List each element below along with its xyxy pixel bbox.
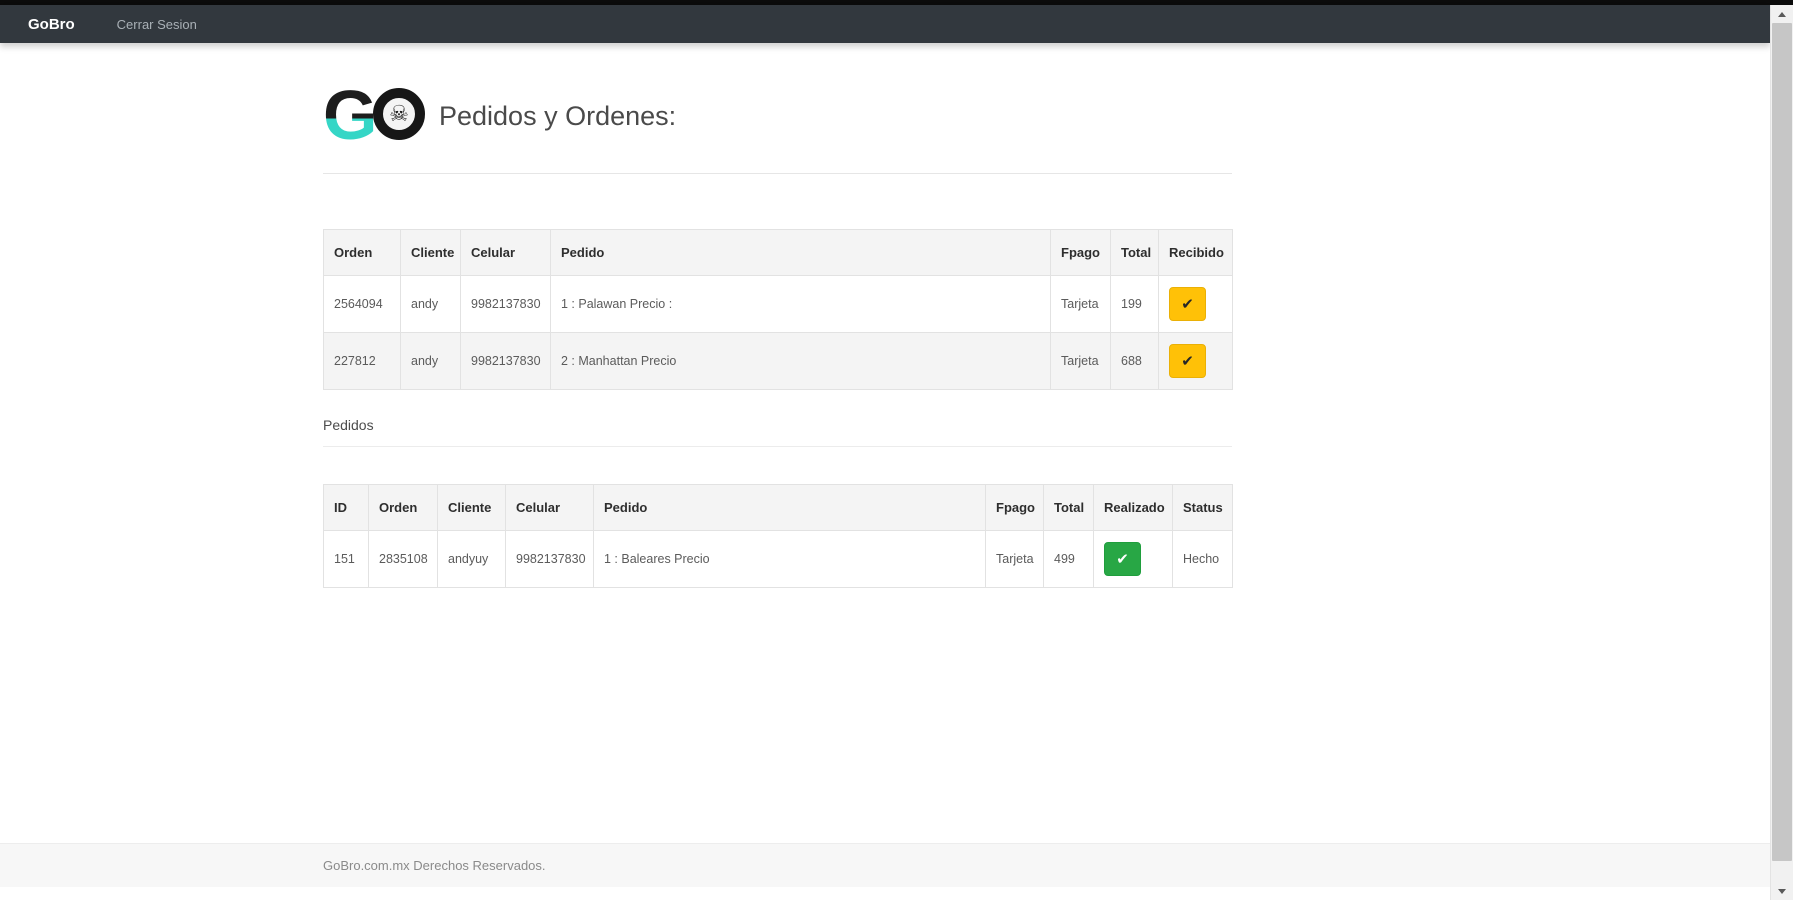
- cell-celular: 9982137830: [505, 530, 594, 588]
- vertical-scrollbar[interactable]: [1770, 5, 1793, 900]
- order-row: 2564094 andy 9982137830 1 : Palawan Prec…: [323, 275, 1233, 333]
- cell-orden: 227812: [323, 332, 401, 390]
- footer-copyright-text: GoBro.com.mx Derechos Reservados.: [323, 858, 546, 873]
- cell-cliente: andyuy: [437, 530, 506, 588]
- cell-fpago: Tarjeta: [1050, 332, 1111, 390]
- cell-total: 199: [1110, 275, 1159, 333]
- col-header-pedido: Pedido: [550, 229, 1051, 276]
- mark-received-button[interactable]: ✔: [1169, 344, 1206, 378]
- logo-g-top-half: G: [323, 76, 378, 154]
- col-header-status: Status: [1172, 484, 1233, 531]
- col-header-celular: Celular: [505, 484, 594, 531]
- skull-icon: ☠: [389, 101, 409, 126]
- orders-header-row: Orden Cliente Celular Pedido Fpago Total…: [323, 229, 1233, 276]
- orders-table: Orden Cliente Celular Pedido Fpago Total…: [323, 229, 1233, 390]
- logout-link[interactable]: Cerrar Sesion: [116, 16, 197, 32]
- cell-id: 151: [323, 530, 369, 588]
- cell-realizado: ✔: [1093, 530, 1173, 588]
- col-header-cliente: Cliente: [437, 484, 506, 531]
- col-header-celular: Celular: [460, 229, 551, 276]
- logo-letter-g: G G: [323, 85, 379, 147]
- logo-g-bottom-half: G: [323, 76, 378, 154]
- cell-orden: 2564094: [323, 275, 401, 333]
- cell-fpago: Tarjeta: [985, 530, 1044, 588]
- cell-pedido: 2 : Manhattan Precio: [550, 332, 1051, 390]
- col-header-total: Total: [1110, 229, 1159, 276]
- footer: GoBro.com.mx Derechos Reservados.: [0, 843, 1770, 887]
- pedido-row: 151 2835108 andyuy 9982137830 1 : Balear…: [323, 530, 1233, 588]
- top-edge-strip: [0, 0, 1793, 5]
- cell-total: 688: [1110, 332, 1159, 390]
- arrow-up-icon: [1778, 11, 1786, 17]
- scrollbar-up-button[interactable]: [1771, 5, 1793, 23]
- cell-pedido: 1 : Baleares Precio: [593, 530, 986, 588]
- cell-cliente: andy: [400, 275, 461, 333]
- cell-fpago: Tarjeta: [1050, 275, 1111, 333]
- gobro-logo: G G ☠: [323, 85, 425, 147]
- scrollbar-thumb[interactable]: [1772, 23, 1792, 861]
- scrollbar-down-button[interactable]: [1771, 882, 1793, 900]
- cell-status: Hecho: [1172, 530, 1233, 588]
- cell-recibido: ✔: [1158, 275, 1233, 333]
- cell-celular: 9982137830: [460, 332, 551, 390]
- arrow-down-icon: [1778, 888, 1786, 894]
- mark-received-button[interactable]: ✔: [1169, 287, 1206, 321]
- check-icon: ✔: [1116, 551, 1129, 568]
- col-header-orden: Orden: [368, 484, 438, 531]
- col-header-id: ID: [323, 484, 369, 531]
- cell-pedido: 1 : Palawan Precio :: [550, 275, 1051, 333]
- main-content: G G ☠ Pedidos y Ordenes: Orden Cliente C…: [323, 42, 1233, 588]
- cell-cliente: andy: [400, 332, 461, 390]
- pedidos-header-row: ID Orden Cliente Celular Pedido Fpago To…: [323, 484, 1233, 531]
- page-title: Pedidos y Ordenes:: [439, 100, 677, 131]
- col-header-fpago: Fpago: [1050, 229, 1111, 276]
- col-header-recibido: Recibido: [1158, 229, 1233, 276]
- cell-recibido: ✔: [1158, 332, 1233, 390]
- order-row: 227812 andy 9982137830 2 : Manhattan Pre…: [323, 332, 1233, 390]
- pedidos-divider: [323, 446, 1232, 447]
- pedidos-section-label: Pedidos: [323, 417, 374, 433]
- header-divider: [323, 173, 1232, 174]
- col-header-pedido: Pedido: [593, 484, 986, 531]
- cell-total: 499: [1043, 530, 1094, 588]
- col-header-orden: Orden: [323, 229, 401, 276]
- page-header: G G ☠ Pedidos y Ordenes:: [323, 85, 1232, 147]
- col-header-cliente: Cliente: [400, 229, 461, 276]
- logo-ring-o: ☠: [373, 88, 425, 140]
- col-header-total: Total: [1043, 484, 1094, 531]
- mark-done-button[interactable]: ✔: [1104, 542, 1141, 576]
- check-icon: ✔: [1181, 296, 1194, 313]
- col-header-realizado: Realizado: [1093, 484, 1173, 531]
- cell-celular: 9982137830: [460, 275, 551, 333]
- navbar: GoBro Cerrar Sesion: [0, 5, 1770, 43]
- col-header-fpago: Fpago: [985, 484, 1044, 531]
- navbar-brand[interactable]: GoBro: [28, 15, 75, 33]
- pedidos-table: ID Orden Cliente Celular Pedido Fpago To…: [323, 484, 1233, 588]
- cell-orden: 2835108: [368, 530, 438, 588]
- check-icon: ✔: [1181, 353, 1194, 370]
